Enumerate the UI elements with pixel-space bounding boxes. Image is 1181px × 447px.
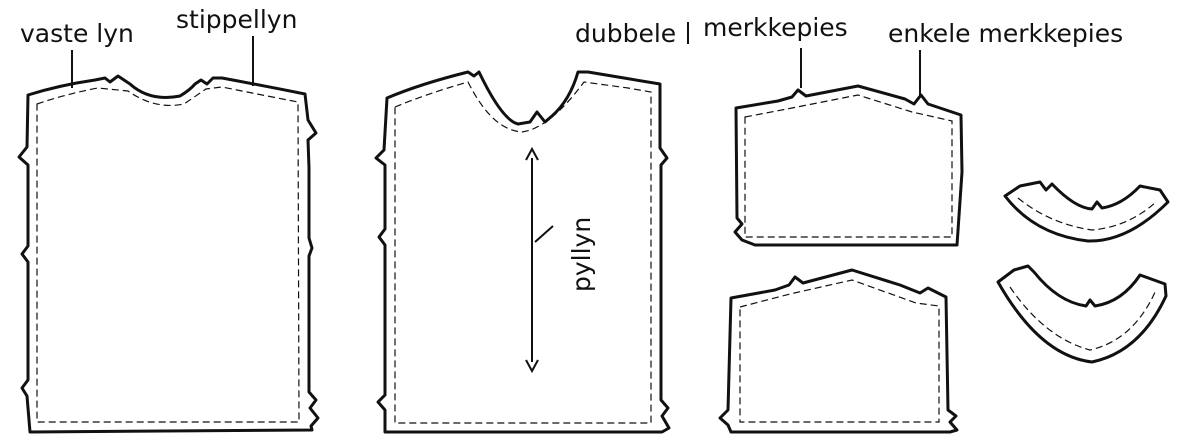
- neck-facing-lower-seamline: [1009, 286, 1157, 351]
- front-bodice-piece: [374, 70, 671, 434]
- sleeve-piece-lower: [718, 268, 959, 434]
- sleeve-piece-upper: [733, 84, 964, 247]
- grainline-leader: [534, 225, 554, 243]
- back-bodice-seamline: [36, 86, 300, 423]
- grainline-label: pyllyn: [567, 217, 596, 292]
- notch-label: merkkepies: [703, 13, 848, 42]
- single-notch-label: enkele merkkepies: [888, 19, 1123, 48]
- neck-facing-upper-seamline: [1017, 197, 1157, 231]
- neck-facing-upper: [1003, 180, 1170, 243]
- solid-line-label: vaste lyn: [20, 19, 134, 48]
- double-label: dubbele: [575, 19, 676, 48]
- grainline-arrow: [525, 146, 539, 374]
- dotted-line-label: stippellyn: [176, 5, 297, 34]
- sleeve-upper-outline: [733, 84, 964, 247]
- front-bodice-outline: [374, 70, 671, 434]
- back-bodice-outline: [17, 74, 320, 434]
- neck-facing-lower-outline: [996, 264, 1168, 364]
- sleeve-lower-outline: [718, 268, 959, 434]
- sleeve-lower-seamline: [739, 279, 940, 423]
- sleeve-upper-seamline: [744, 94, 953, 238]
- neck-facing-lower: [996, 264, 1168, 364]
- front-bodice-seamline: [394, 81, 652, 424]
- neck-facing-upper-outline: [1003, 180, 1170, 243]
- back-bodice-piece: [17, 74, 320, 434]
